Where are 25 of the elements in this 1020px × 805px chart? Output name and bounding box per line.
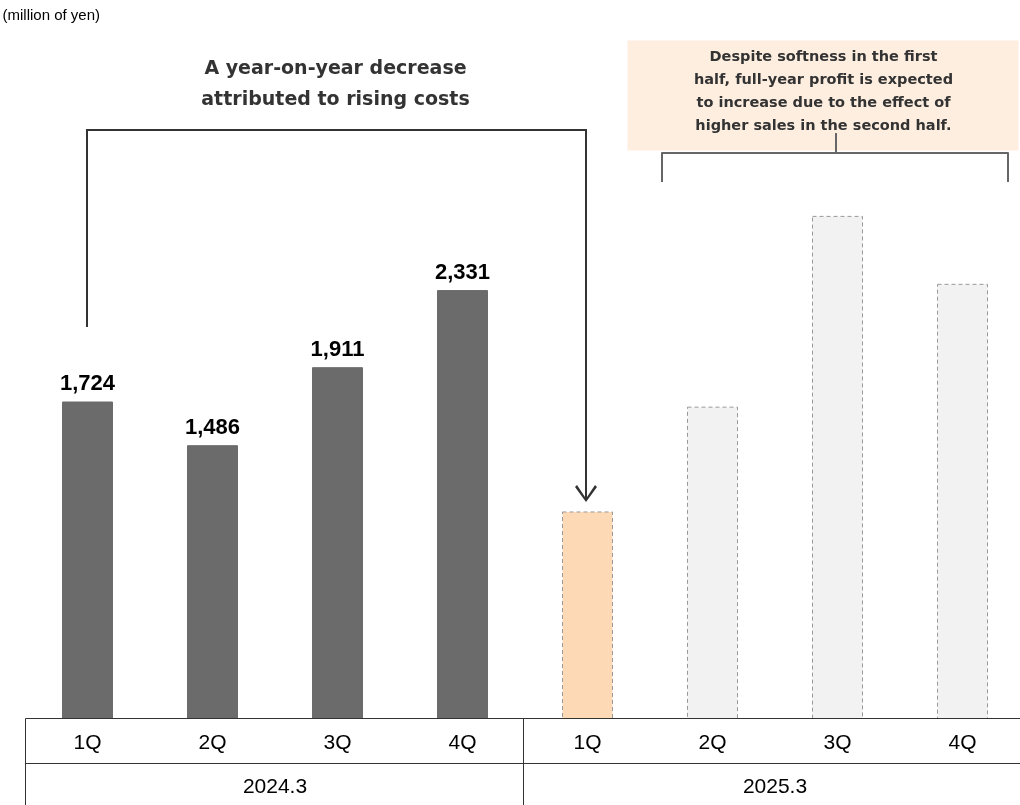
text: (million of yen) [2,6,101,23]
text: 2025.3 [742,773,808,797]
x-tick-label: 3Q [323,730,352,753]
x-tick-label: 3Q [823,730,852,753]
bar [937,283,988,719]
bar [687,406,738,719]
x-tick-label: 2Q [198,730,227,753]
data-label: 2,331 [434,258,491,284]
data-label: 1,911 [310,335,365,361]
bar [62,401,113,719]
bar [437,290,488,719]
x-tick-label: 1Q [73,730,102,753]
x-tick-label: 4Q [448,730,477,753]
x-tick-label: 2Q [698,730,727,753]
bar [562,511,613,719]
data-label: 1,486 [184,413,241,439]
bar [312,367,363,719]
text: 2024.3 [242,773,308,797]
data-label: 1,724 [59,370,116,395]
text: Despite softness in the first half, full-year profit is expected to increase due to the effect of higher sales in the second half. [693,47,954,134]
bar [812,215,863,719]
bar [187,445,238,719]
x-tick-label: 4Q [948,730,977,753]
text: A year-on-year decrease attributed to rising costs [201,55,470,110]
x-tick-label: 1Q [573,730,602,753]
